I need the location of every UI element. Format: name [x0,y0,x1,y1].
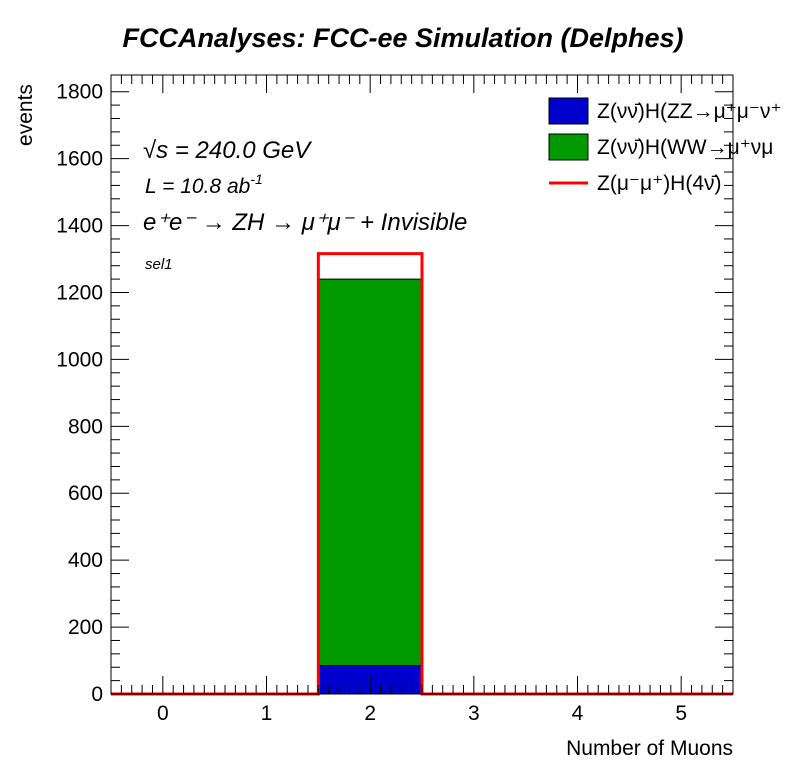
x-tick-label: 2 [364,702,376,725]
y-tick-label: 1000 [56,348,103,371]
luminosity-value: L = 10.8 ab [145,175,251,198]
legend-label: Z(μ⁻μ⁺)H(4ν̄) [597,172,722,195]
x-tick-label: 5 [675,702,687,725]
selection-label: sel1 [145,256,173,273]
y-axis: 0 200 400 600 800 1000 1200 1400 1600 1800 [56,81,733,706]
y-axis-label: events [14,84,37,146]
sqrt-s-annotation: √s = 240.0 GeV [143,137,312,164]
luminosity-annotation: L = 10.8 ab-1 [145,171,263,198]
energy-value: = 240.0 GeV [175,137,312,164]
x-axis-label: Number of Muons [566,737,733,760]
bar-series1-bin2 [317,278,423,667]
chart-title: FCCAnalyses: FCC-ee Simulation (Delphes) [122,23,683,53]
y-tick-label: 0 [91,683,103,706]
x-tick-label: 4 [572,702,584,725]
x-axis: 0 1 2 3 4 5 [110,75,734,725]
y-tick-label: 1200 [56,281,103,304]
sqrt-s-symbol: √s [143,137,168,164]
legend-swatch [548,133,589,161]
legend-label: Z(νν̄)H(ZZ→μ⁺μ⁻ν⁺ [597,100,782,123]
y-tick-label: 800 [68,415,103,438]
x-tick-label: 0 [157,702,169,725]
luminosity-exponent: -1 [250,171,262,187]
y-tick-label: 400 [68,549,103,572]
x-tick-label: 1 [261,702,273,725]
line-series-0 [111,252,733,696]
histogram-bars [317,278,423,695]
y-tick-label: 600 [68,482,103,505]
legend-label: Z(νν̄)H(WW→μ⁺νμ [597,136,773,159]
y-tick-label: 1400 [56,215,103,238]
y-tick-label: 1800 [56,81,103,104]
y-tick-label: 1600 [56,148,103,171]
legend-swatch [548,97,589,125]
x-tick-label: 3 [468,702,480,725]
annotations: √s = 240.0 GeV L = 10.8 ab-1 e⁺e⁻ → ZH →… [143,137,467,273]
legend: Z(νν̄)H(ZZ→μ⁺μ⁻ν⁺ Z(νν̄)H(WW→μ⁺νμ Z(μ⁻μ⁺)H… [548,97,782,195]
histogram-lines [111,252,733,696]
y-tick-label: 200 [68,616,103,639]
process-annotation: e⁺e⁻ → ZH → μ⁺μ⁻ + Invisible [143,209,467,236]
